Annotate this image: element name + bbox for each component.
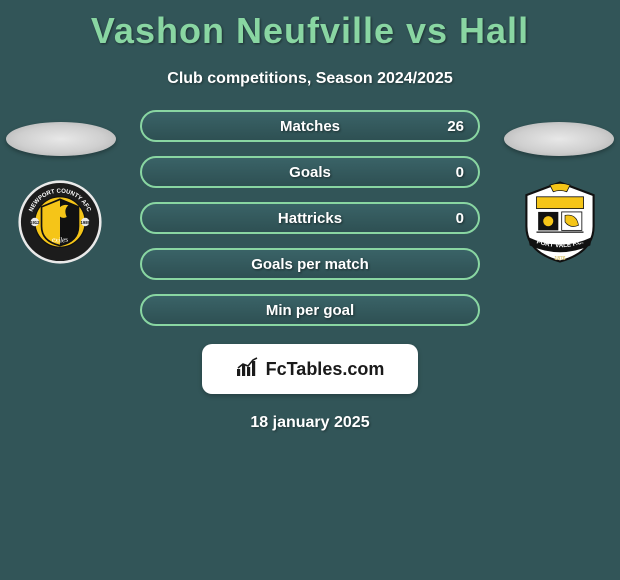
stat-value: 0: [456, 210, 464, 227]
branding-text: FcTables.com: [266, 359, 385, 380]
stat-label: Min per goal: [266, 302, 354, 319]
player-avatar-left: [6, 122, 116, 156]
stat-value: 0: [456, 164, 464, 181]
comparison-subtitle: Club competitions, Season 2024/2025: [0, 70, 620, 88]
bar-chart-icon: [236, 357, 260, 382]
comparison-date: 18 january 2025: [0, 414, 620, 432]
svg-text:exiles: exiles: [51, 234, 69, 244]
stat-row-goals: Goals 0: [140, 156, 480, 188]
svg-text:1876: 1876: [554, 256, 565, 262]
player-avatar-right: [504, 122, 614, 156]
stat-row-min-per-goal: Min per goal: [140, 294, 480, 326]
stat-label: Matches: [280, 118, 340, 135]
stat-row-matches: Matches 26: [140, 110, 480, 142]
stat-label: Goals: [289, 164, 331, 181]
branding-fctables: FcTables.com: [202, 344, 418, 394]
svg-text:1912: 1912: [30, 220, 40, 225]
comparison-title: Vashon Neufville vs Hall: [0, 0, 620, 52]
stat-row-hattricks: Hattricks 0: [140, 202, 480, 234]
club-crest-newport-county: NEWPORT COUNTY AFC exiles 1912 1989: [18, 180, 102, 264]
stat-value: 26: [447, 118, 464, 135]
stat-row-goals-per-match: Goals per match: [140, 248, 480, 280]
svg-text:1989: 1989: [81, 220, 91, 225]
stat-label: Hattricks: [278, 210, 342, 227]
stat-label: Goals per match: [251, 256, 369, 273]
club-crest-port-vale: PORT VALE F.C. 1876: [518, 180, 602, 264]
stats-list: Matches 26 Goals 0 Hattricks 0 Goals per…: [140, 110, 480, 326]
